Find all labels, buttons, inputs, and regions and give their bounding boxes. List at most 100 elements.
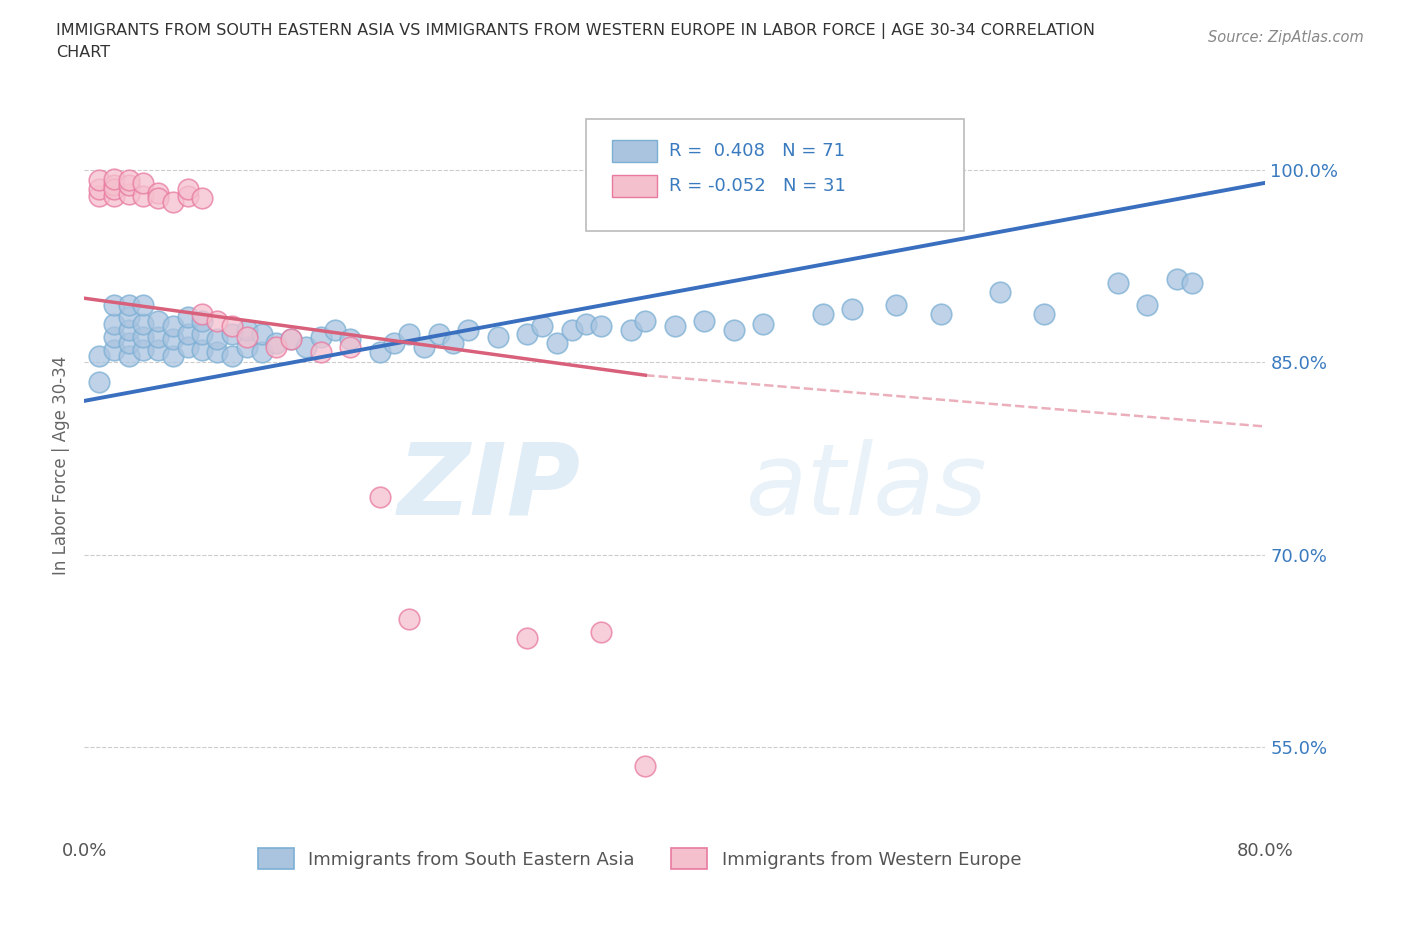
Point	[207, 345, 229, 360]
Point	[368, 489, 391, 504]
Point	[236, 339, 259, 354]
Point	[118, 323, 141, 338]
Point	[87, 349, 111, 364]
Point	[1033, 306, 1056, 321]
Point	[148, 329, 170, 344]
Point	[132, 316, 155, 331]
Point	[280, 332, 302, 347]
FancyBboxPatch shape	[586, 119, 965, 231]
Point	[266, 336, 288, 351]
Point	[382, 336, 406, 351]
Point	[103, 178, 125, 193]
Point	[103, 342, 125, 357]
Legend: Immigrants from South Eastern Asia, Immigrants from Western Europe: Immigrants from South Eastern Asia, Immi…	[250, 841, 1028, 876]
Point	[221, 349, 243, 364]
Point	[132, 188, 155, 203]
Point	[191, 326, 214, 341]
Point	[87, 181, 111, 196]
Point	[118, 310, 141, 325]
Point	[236, 329, 259, 344]
Point	[486, 329, 509, 344]
Text: R = -0.052   N = 31: R = -0.052 N = 31	[669, 177, 846, 195]
Point	[929, 306, 952, 321]
Point	[457, 323, 479, 338]
Point	[250, 345, 273, 360]
Point	[87, 173, 111, 188]
Point	[207, 314, 229, 329]
Point	[148, 186, 170, 201]
Point	[634, 759, 657, 774]
Point	[103, 181, 125, 196]
Point	[1166, 272, 1188, 286]
Point	[531, 319, 554, 334]
Point	[103, 298, 125, 312]
Point	[103, 171, 125, 186]
Point	[443, 336, 465, 351]
Point	[427, 326, 450, 341]
Point	[177, 181, 200, 196]
Point	[325, 323, 347, 338]
Point	[118, 349, 141, 364]
Point	[148, 191, 170, 206]
Point	[207, 332, 229, 347]
Point	[280, 332, 302, 347]
Point	[103, 329, 125, 344]
Point	[591, 624, 613, 639]
Text: IMMIGRANTS FROM SOUTH EASTERN ASIA VS IMMIGRANTS FROM WESTERN EUROPE IN LABOR FO: IMMIGRANTS FROM SOUTH EASTERN ASIA VS IM…	[56, 23, 1095, 39]
Point	[398, 612, 420, 627]
Point	[103, 316, 125, 331]
Point	[162, 319, 184, 334]
Point	[398, 326, 420, 341]
Point	[118, 298, 141, 312]
Point	[309, 329, 332, 344]
Point	[752, 316, 775, 331]
Point	[1107, 275, 1129, 290]
Point	[620, 323, 643, 338]
Point	[148, 342, 170, 357]
Point	[162, 194, 184, 209]
Point	[118, 187, 141, 202]
Point	[132, 298, 155, 312]
Point	[339, 339, 361, 354]
Point	[191, 342, 214, 357]
Point	[162, 349, 184, 364]
Point	[103, 188, 125, 203]
Text: R =  0.408   N = 71: R = 0.408 N = 71	[669, 142, 845, 160]
Point	[295, 339, 318, 354]
Point	[561, 323, 583, 338]
Point	[118, 173, 141, 188]
Point	[118, 178, 141, 193]
Point	[693, 314, 716, 329]
Point	[516, 631, 538, 645]
Bar	[612, 175, 657, 197]
Point	[591, 319, 613, 334]
Point	[87, 374, 111, 389]
Point	[339, 332, 361, 347]
Point	[177, 310, 200, 325]
Point	[811, 306, 834, 321]
Point	[162, 332, 184, 347]
Point	[132, 342, 155, 357]
Point	[723, 323, 745, 338]
Point	[236, 323, 259, 338]
Point	[177, 188, 200, 203]
Point	[148, 314, 170, 329]
Point	[516, 326, 538, 341]
Point	[575, 316, 598, 331]
Point	[250, 326, 273, 341]
Point	[266, 339, 288, 354]
Point	[988, 285, 1011, 299]
Point	[221, 326, 243, 341]
Point	[118, 336, 141, 351]
Point	[177, 326, 200, 341]
Point	[886, 298, 908, 312]
Y-axis label: In Labor Force | Age 30-34: In Labor Force | Age 30-34	[52, 355, 70, 575]
Point	[191, 306, 214, 321]
Text: Source: ZipAtlas.com: Source: ZipAtlas.com	[1208, 30, 1364, 45]
Point	[221, 319, 243, 334]
Point	[841, 301, 863, 316]
Text: CHART: CHART	[56, 45, 110, 60]
Point	[309, 345, 332, 360]
Bar	[612, 140, 657, 162]
Point	[1136, 298, 1159, 312]
